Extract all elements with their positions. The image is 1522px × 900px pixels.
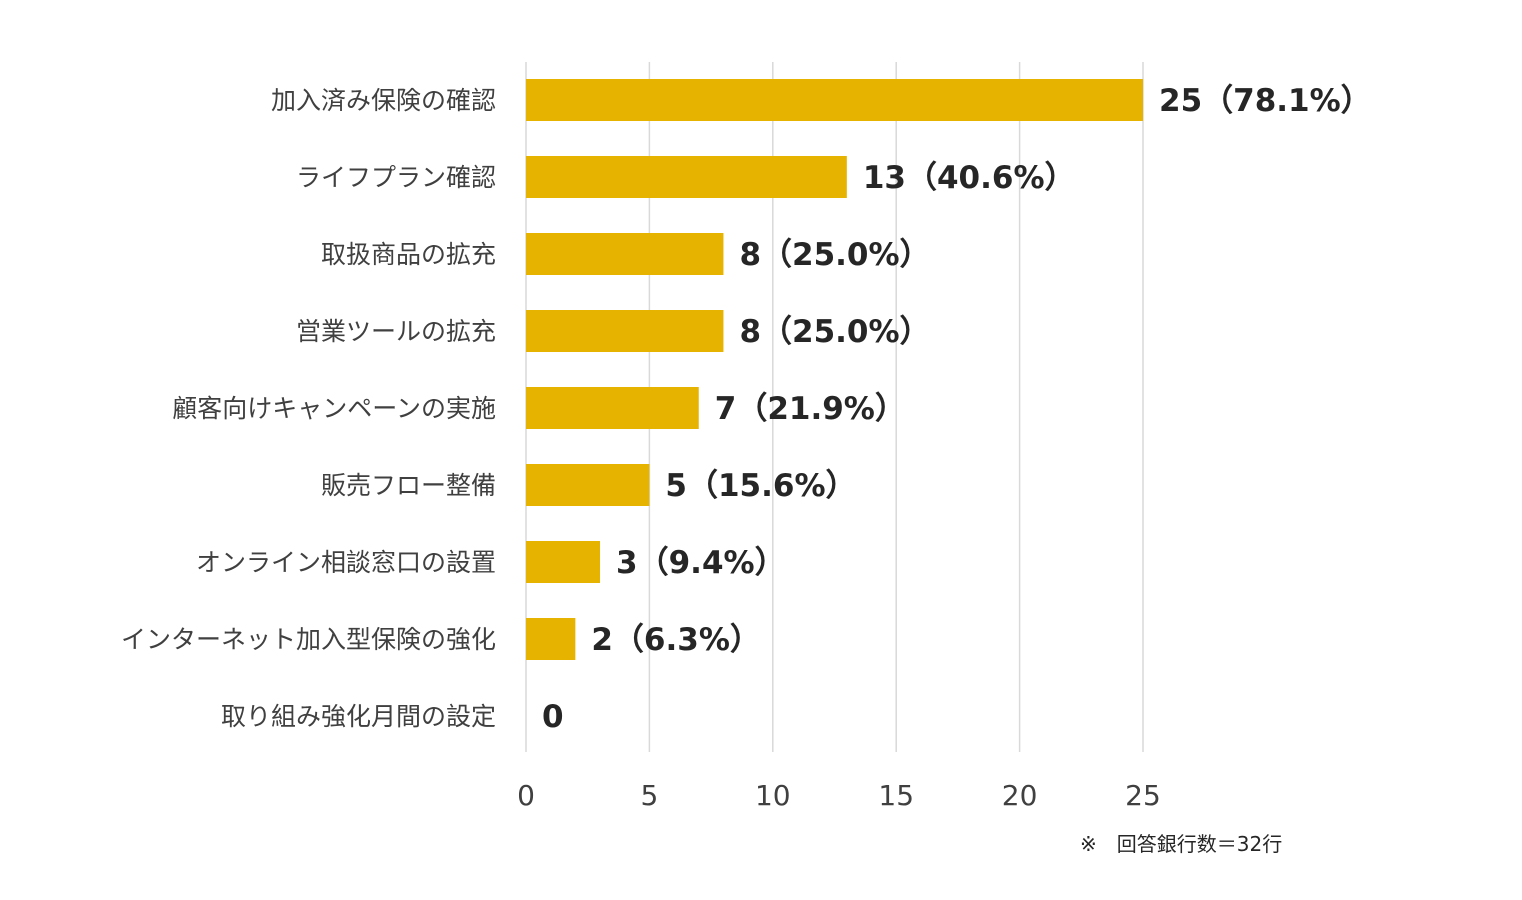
- bar: [526, 387, 699, 429]
- category-labels: 加入済み保険の確認ライフプラン確認取扱商品の拡充営業ツールの拡充顧客向けキャンペ…: [121, 86, 496, 731]
- bars: [526, 79, 1143, 660]
- x-tick-label: 5: [640, 779, 658, 812]
- category-label: インターネット加入型保険の強化: [121, 625, 496, 654]
- data-labels: 25（78.1%） 13（40.6%） 8（25.0%） 8（25.0%） 7（21.9…: [542, 83, 1372, 735]
- x-tick-label: 0: [517, 779, 535, 812]
- x-axis-tick-labels: 0 5 10 15 20 25: [517, 779, 1161, 812]
- data-label: 7（21.9%）: [715, 391, 906, 427]
- bar: [526, 79, 1143, 121]
- data-label: 8（25.0%）: [739, 314, 930, 350]
- category-label: 販売フロー整備: [321, 471, 496, 500]
- category-label: 取り組み強化月間の設定: [221, 702, 496, 731]
- category-label: 加入済み保険の確認: [271, 86, 496, 115]
- bar: [526, 464, 650, 506]
- category-label: ライフプラン確認: [296, 163, 496, 192]
- category-label: 取扱商品の拡充: [321, 240, 496, 269]
- category-label: 営業ツールの拡充: [296, 317, 496, 346]
- data-label: 5（15.6%）: [665, 468, 856, 504]
- x-tick-label: 25: [1125, 779, 1161, 812]
- data-label: 13（40.6%）: [863, 160, 1076, 196]
- category-label: 顧客向けキャンペーンの実施: [172, 394, 496, 423]
- x-tick-label: 20: [1002, 779, 1038, 812]
- data-label: 2（6.3%）: [591, 622, 761, 658]
- bar: [526, 618, 576, 660]
- bar: [526, 541, 601, 583]
- data-label: 8（25.0%）: [739, 237, 930, 273]
- x-tick-label: 15: [878, 779, 914, 812]
- data-label: 0: [542, 699, 564, 735]
- respondent-note: ※ 回答銀行数＝32行: [1080, 832, 1283, 856]
- bar: [526, 233, 724, 275]
- data-label: 3（9.4%）: [616, 545, 786, 581]
- bar: [526, 156, 847, 198]
- x-tick-label: 10: [755, 779, 791, 812]
- data-label: 25（78.1%）: [1159, 83, 1372, 119]
- bar: [526, 310, 724, 352]
- category-label: オンライン相談窓口の設置: [196, 548, 496, 577]
